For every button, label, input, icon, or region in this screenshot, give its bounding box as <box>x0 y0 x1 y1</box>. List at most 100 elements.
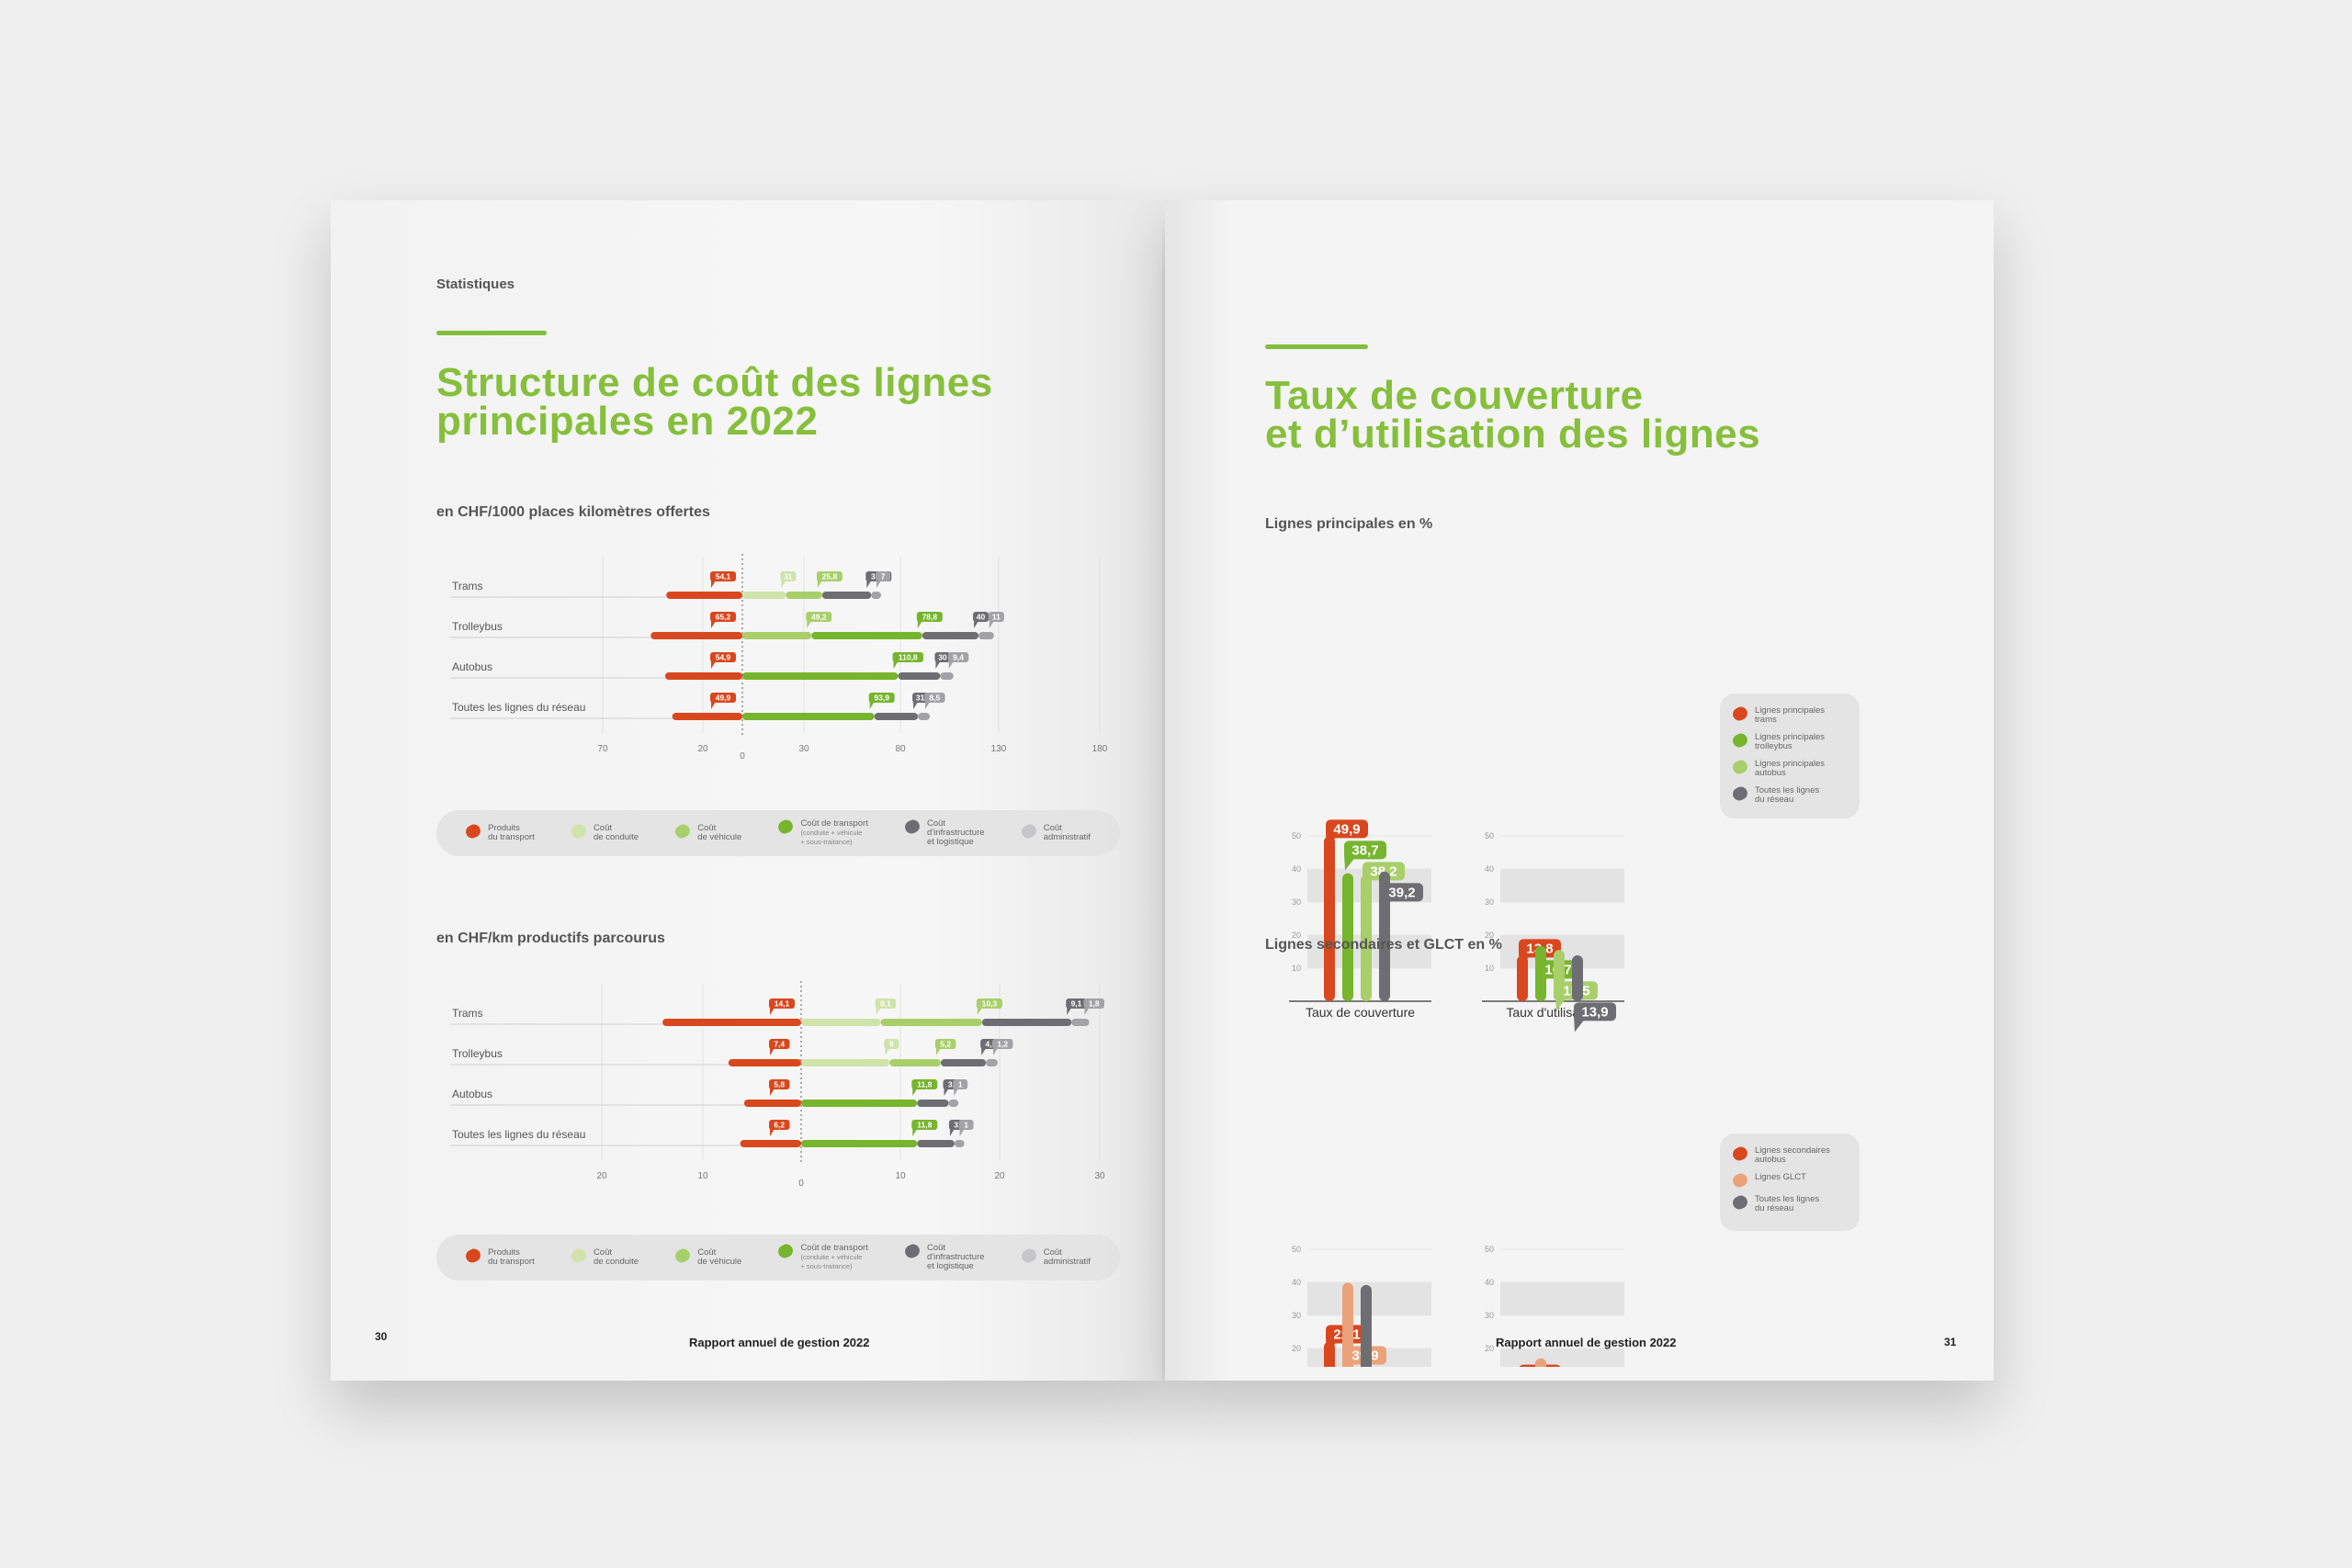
value-callout-tail <box>1067 1008 1072 1015</box>
row-label-toutes-les-lignes-du-reseau: Toutes les lignes du réseau <box>452 701 585 714</box>
grid-band <box>1500 1348 1624 1382</box>
cost-chart-per-km: 20 10 0 10 20 30 Trams 14,1 8,1 10,3 9,1 1,8 Trolley… <box>331 976 1162 1189</box>
legend-label: Produits du transport <box>488 823 535 842</box>
value-label: 1 <box>964 1121 968 1130</box>
value-callout-tail <box>913 702 919 709</box>
cost-chart-per-place-km: 702003080130180Trams54,13125,834,97Troll… <box>331 549 1162 761</box>
value-callout <box>934 652 951 662</box>
y-tick-label: 20 <box>1292 1344 1301 1353</box>
value-callout-tail <box>935 1048 941 1055</box>
row-label-trams: Trams <box>452 1007 483 1020</box>
bar-toutes-les-lignes-du-reseau <box>1361 1284 1372 1415</box>
bar-lignes-principales-trolleybus <box>1342 873 1353 1001</box>
legend-label: Coût de véhicule <box>697 1247 742 1267</box>
value-label: 54,9 <box>716 653 731 662</box>
legend-label: Coût administratif <box>1043 823 1091 842</box>
bar-cout-de-conduite <box>801 1059 890 1066</box>
footer-left: Rapport annuel de gestion 2022 <box>689 1336 870 1349</box>
y-tick-label: 30 <box>1292 1311 1301 1320</box>
bar-cout-administratif <box>871 592 882 599</box>
bar-cout-d-infrastructure-et-logistique <box>821 592 872 599</box>
page-title-right-line-1: Taux de couverture <box>1265 373 1644 418</box>
legend-label: Lignes principales trolleybus <box>1755 732 1826 751</box>
value-callout-tail <box>944 1089 949 1096</box>
row-label-trolleybus: Trolleybus <box>452 620 503 633</box>
axis-tick-label: 10 <box>697 1171 708 1181</box>
value-label: 8,1 <box>880 999 891 1009</box>
axis-tick-label: 0 <box>798 1179 804 1188</box>
value-callout <box>806 612 832 622</box>
value-label: 14,1 <box>775 999 790 1009</box>
legend-label: Lignes principales trams <box>1755 705 1826 725</box>
bar-cout-d-infrastructure-et-logistique <box>917 1140 955 1147</box>
legend-item-lignes-principales-trams: Lignes principales trams <box>1730 705 1847 725</box>
grid-band <box>1500 1282 1624 1315</box>
value-callout-tail <box>770 1048 775 1055</box>
value-callout <box>769 1120 790 1130</box>
row-label-trolleybus: Trolleybus <box>452 1047 503 1060</box>
legend-swatch <box>1019 1247 1038 1265</box>
bar-cout-de-transport <box>801 1100 918 1107</box>
legend-swatch <box>569 1247 589 1265</box>
value-label: 1,8 <box>1089 999 1100 1009</box>
section2-subtitle: Lignes secondaires et GLCT en % <box>1265 937 1502 953</box>
value-label: 13,9 <box>1581 1004 1608 1020</box>
value-callout-tail <box>974 621 979 628</box>
legend-label: Coût d'infrastructure et logistique <box>927 818 985 847</box>
value-callout-tail <box>1326 1337 1337 1355</box>
legend-item-produits-du-transport: Produits du transport <box>463 822 535 842</box>
page-title-right: Taux de couverture et d’utilisation des … <box>1265 373 1760 455</box>
value-callout-tail <box>993 1048 998 1055</box>
bar-cout-d-infrastructure-et-logistique <box>917 1100 949 1107</box>
value-callout-tail <box>912 1089 918 1096</box>
y-tick-label: 30 <box>1485 897 1494 907</box>
legend-swatch <box>463 822 483 840</box>
bar-cout-de-conduite <box>801 1019 881 1026</box>
left-page: Statistiques Structure de coût des ligne… <box>331 200 1162 1381</box>
value-callout <box>1083 998 1105 1009</box>
value-callout-tail <box>711 661 716 669</box>
value-label: 6,2 <box>774 1121 785 1130</box>
legend-main-lines: Lignes principales trams Lignes principal… <box>1720 694 1860 818</box>
bar-cout-de-vehicule <box>880 1019 982 1026</box>
value-label: 110,8 <box>899 653 918 662</box>
axis-tick-label: 20 <box>697 744 708 754</box>
y-tick-label: 20 <box>1485 931 1494 940</box>
value-label: 5,8 <box>774 1080 785 1089</box>
legend-swatch <box>569 822 589 840</box>
value-callout <box>1363 862 1405 881</box>
legend-swatch <box>776 1242 796 1260</box>
x-category-label: Taux de couverture <box>1306 1005 1415 1020</box>
value-callout <box>992 1039 1013 1049</box>
value-callout-tail <box>711 621 716 628</box>
bar-cout-d-infrastructure-et-logistique <box>981 1019 1072 1026</box>
value-callout-tail <box>807 621 812 628</box>
value-callout <box>1344 840 1386 860</box>
value-label: 5,2 <box>940 1040 951 1049</box>
value-callout <box>953 1079 968 1089</box>
value-callout <box>1326 819 1368 839</box>
y-tick-label: 10 <box>1292 964 1301 973</box>
value-callout-tail <box>770 1008 775 1015</box>
value-callout <box>958 1120 974 1130</box>
value-label: 65,2 <box>716 613 731 622</box>
value-callout-tail <box>893 661 899 669</box>
y-tick-label: 10 <box>1485 964 1494 973</box>
legend-label: Coût d'infrastructure et logistique <box>927 1243 985 1271</box>
value-callout <box>884 1039 899 1049</box>
y-tick-label: 30 <box>1485 1311 1494 1320</box>
legend-swatch <box>1019 822 1038 840</box>
legend-swatch <box>1730 758 1750 776</box>
value-callout <box>868 693 895 703</box>
bar-lignes-principales-autobus <box>1361 874 1372 1001</box>
value-label: 1 <box>958 1080 963 1089</box>
bar-produits-du-transport <box>740 1140 801 1147</box>
bar-cout-de-vehicule <box>742 632 812 639</box>
value-callout-tail <box>977 1008 982 1015</box>
page-title-line-2: principales en 2022 <box>436 399 819 444</box>
value-label: 49,9 <box>716 694 731 703</box>
value-callout-tail <box>1519 952 1530 969</box>
legend-swatch <box>1730 1145 1750 1163</box>
legend-item-cout-administratif: Coût administratif <box>1019 1247 1091 1267</box>
